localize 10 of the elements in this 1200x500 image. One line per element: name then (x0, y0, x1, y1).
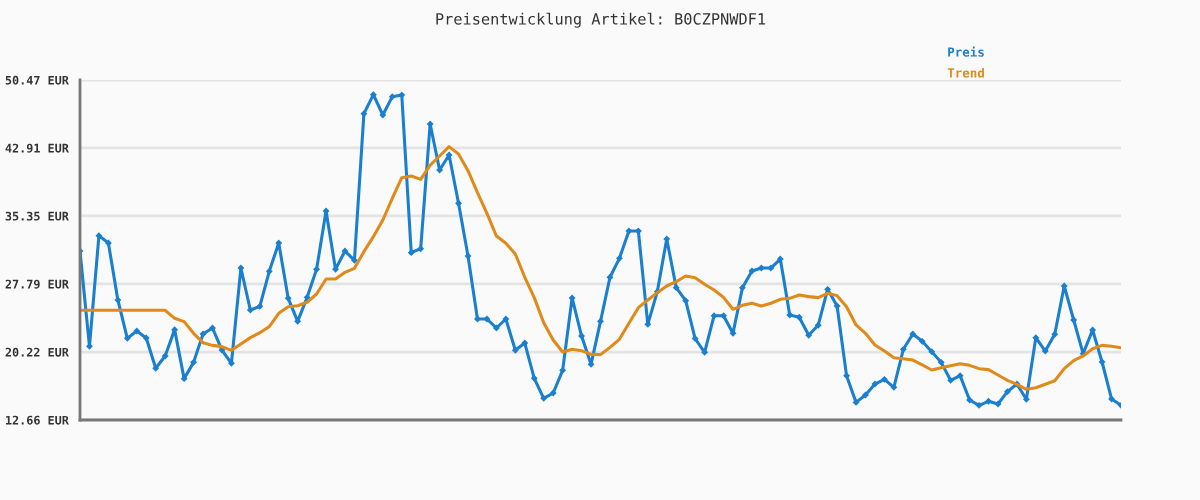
y-tick-label: 20.22 EUR (5, 347, 69, 357)
y-tick-label: 35.35 EUR (5, 211, 69, 221)
text: Preis (948, 46, 984, 57)
y-tick-label: 42.91 EUR (5, 143, 69, 153)
y-tick-label: 27.79 EUR (5, 279, 69, 289)
y-tick-label: 50.47 EUR (5, 75, 69, 85)
text: Trend (947, 67, 984, 78)
line-series (80, 145, 1121, 391)
y-tick-label: 12.66 EUR (6, 415, 69, 425)
chart-title: Preisentwicklung Artikel: B0CZPNWDF1 (436, 12, 766, 28)
